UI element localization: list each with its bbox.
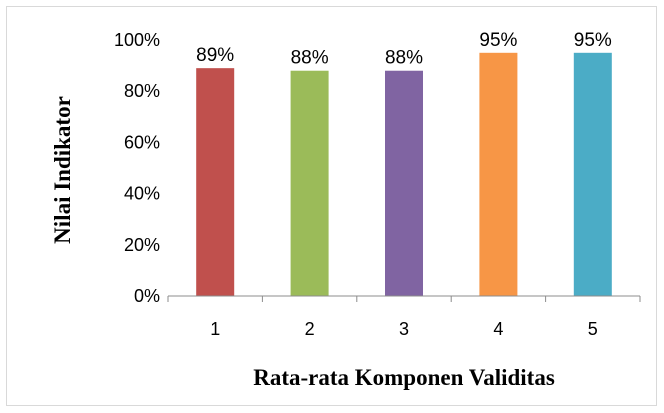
- x-tick-label: 4: [493, 319, 503, 339]
- chart-frame: [6, 6, 657, 406]
- bar-2: [290, 70, 329, 296]
- bar-5: [573, 52, 612, 296]
- x-tick-label: 1: [210, 319, 220, 339]
- x-tick-label: 3: [399, 319, 409, 339]
- y-axis-title: Nilai Indikator: [50, 96, 75, 244]
- y-tick-label: 100%: [114, 30, 160, 50]
- y-tick-label: 80%: [124, 81, 160, 101]
- bar-4: [479, 52, 518, 296]
- data-label: 89%: [196, 45, 234, 66]
- y-tick-label: 20%: [124, 235, 160, 255]
- data-label: 95%: [479, 30, 517, 51]
- bar-1: [196, 68, 235, 296]
- y-axis-ticks: 0% 20% 40% 60% 80% 100%: [114, 30, 160, 306]
- y-tick-label: 60%: [124, 132, 160, 152]
- data-label: 88%: [291, 48, 329, 69]
- x-tick-label: 5: [588, 319, 598, 339]
- bars: [196, 52, 612, 296]
- bar-3: [385, 70, 423, 296]
- x-axis-ticks: 1 2 3 4 5: [167, 296, 641, 339]
- y-tick-label: 0%: [134, 286, 160, 306]
- x-axis-title: Rata-rata Komponen Validitas: [253, 365, 555, 390]
- data-label: 95%: [574, 30, 612, 51]
- x-tick-label: 2: [305, 319, 315, 339]
- data-label: 88%: [385, 48, 423, 69]
- y-tick-label: 40%: [124, 184, 160, 204]
- data-labels: 89% 88% 88% 95% 95%: [196, 30, 612, 69]
